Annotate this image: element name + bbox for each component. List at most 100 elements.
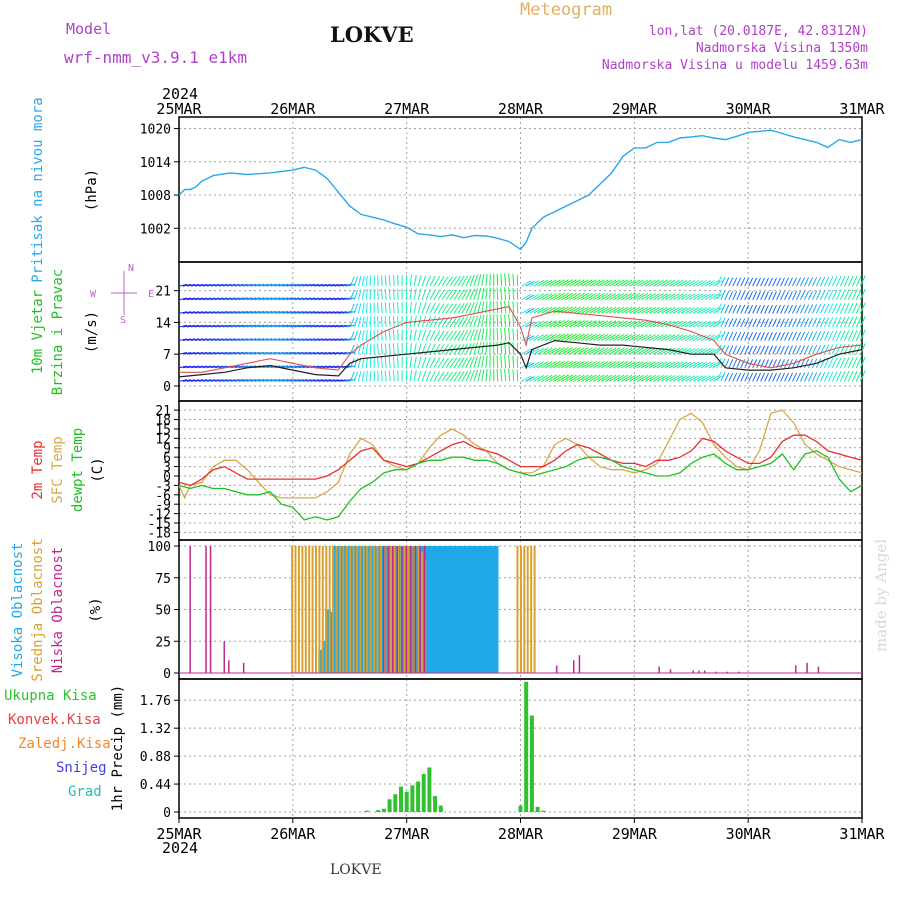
- wind-barb: [218, 311, 228, 314]
- wind-barb: [557, 306, 569, 314]
- wind-barb: [274, 324, 285, 328]
- wind-barb: [672, 279, 684, 287]
- wind-barb: [202, 311, 212, 314]
- wind-barb: [294, 283, 304, 287]
- wind-barb: [421, 356, 427, 368]
- wind-barb: [282, 378, 292, 382]
- wind-barb: [617, 333, 629, 342]
- wind-barb: [250, 283, 261, 287]
- wind-barb: [334, 379, 343, 382]
- wind-barb: [628, 374, 641, 382]
- wind-barb: [357, 330, 362, 341]
- wind-barb: [585, 306, 597, 314]
- wind-barb: [752, 304, 758, 314]
- wind-barb: [429, 275, 436, 287]
- wind-barb: [485, 314, 488, 328]
- wind-barb: [178, 379, 188, 382]
- wind-barb: [437, 371, 445, 382]
- wind-barb: [656, 374, 668, 382]
- cloud-bar: [485, 546, 492, 673]
- wind-barb: [855, 329, 862, 341]
- wind-barb: [214, 365, 224, 369]
- wind-barb: [206, 365, 216, 369]
- cloud-bar: [291, 546, 294, 673]
- wind-barb: [230, 351, 240, 355]
- wind-barb: [728, 345, 734, 355]
- wind-barb: [485, 355, 488, 368]
- cloud-bar: [315, 546, 317, 673]
- wind-barb: [433, 343, 441, 355]
- wind-barb: [198, 311, 208, 314]
- wind-barb: [380, 329, 383, 341]
- wind-barb: [756, 372, 761, 382]
- wind-barb: [512, 342, 515, 355]
- wind-barb: [545, 347, 557, 355]
- cloud-bar: [420, 546, 427, 673]
- wind-barb: [557, 292, 569, 301]
- wind-barb: [636, 293, 649, 301]
- wind-barb: [827, 303, 834, 314]
- wind-barb: [461, 275, 469, 287]
- wind-barb: [342, 338, 352, 342]
- wind-barb: [772, 372, 777, 382]
- cloud-bar: [403, 546, 406, 673]
- wind-barb: [496, 341, 499, 355]
- wind-barb: [772, 277, 777, 287]
- wind-barb: [282, 351, 292, 355]
- wind-barb: [512, 301, 515, 314]
- wind-barb: [549, 279, 561, 287]
- wind-gust-line: [179, 305, 863, 373]
- ylabel-precip: 1hr Precip (mm): [110, 685, 126, 811]
- wind-barb: [696, 348, 707, 355]
- wind-barb: [413, 356, 417, 368]
- wind-barb: [545, 361, 557, 369]
- precip-bar: [387, 799, 392, 812]
- wind-barb: [664, 306, 676, 314]
- wind-barb: [326, 379, 335, 382]
- wind-barb: [413, 275, 417, 287]
- wind-barb: [318, 283, 327, 287]
- wind-barb: [628, 361, 641, 369]
- wind-barb: [310, 283, 320, 287]
- wind-barb: [258, 338, 269, 342]
- wind-barb: [780, 291, 785, 300]
- wind-barb: [326, 283, 335, 287]
- ylabel-wind-2: Brzina i Pravac: [50, 269, 66, 395]
- wind-barb: [808, 317, 814, 328]
- wind-barb: [429, 289, 436, 300]
- wind-barb: [413, 302, 417, 314]
- wind-barb: [178, 283, 188, 287]
- wind-barb: [222, 311, 232, 314]
- wind-barb: [577, 347, 589, 355]
- wind-barb: [485, 341, 488, 355]
- wind-barb: [206, 311, 216, 314]
- cloud-bar: [427, 546, 434, 673]
- wind-barb: [573, 347, 585, 355]
- wind-barb: [357, 316, 362, 328]
- wind-barb: [541, 347, 553, 355]
- cloud-bar: [441, 546, 448, 673]
- wind-barb: [461, 302, 469, 314]
- wind-barb: [282, 338, 292, 342]
- wind-barb: [322, 365, 331, 369]
- wind-barb: [254, 310, 265, 314]
- wind-barb: [250, 310, 261, 314]
- wind-barb: [421, 316, 427, 328]
- cloud-bar: [393, 546, 396, 673]
- wind-barb: [605, 293, 617, 301]
- wind-barb: [632, 320, 645, 328]
- wind-barb: [648, 374, 660, 382]
- cloud-bar: [228, 660, 230, 673]
- wind-barb: [609, 333, 621, 342]
- wind-barb: [816, 331, 822, 341]
- wind-barb: [788, 345, 793, 355]
- wind-barb: [302, 283, 312, 287]
- wind-barb: [282, 324, 292, 328]
- precip-bar: [535, 806, 540, 812]
- wind-barb: [609, 293, 621, 301]
- wind-barb: [238, 379, 248, 382]
- wind-barb: [796, 304, 802, 314]
- wind-barb: [437, 357, 445, 369]
- wind-barb: [533, 361, 545, 369]
- wind-barb: [465, 275, 472, 287]
